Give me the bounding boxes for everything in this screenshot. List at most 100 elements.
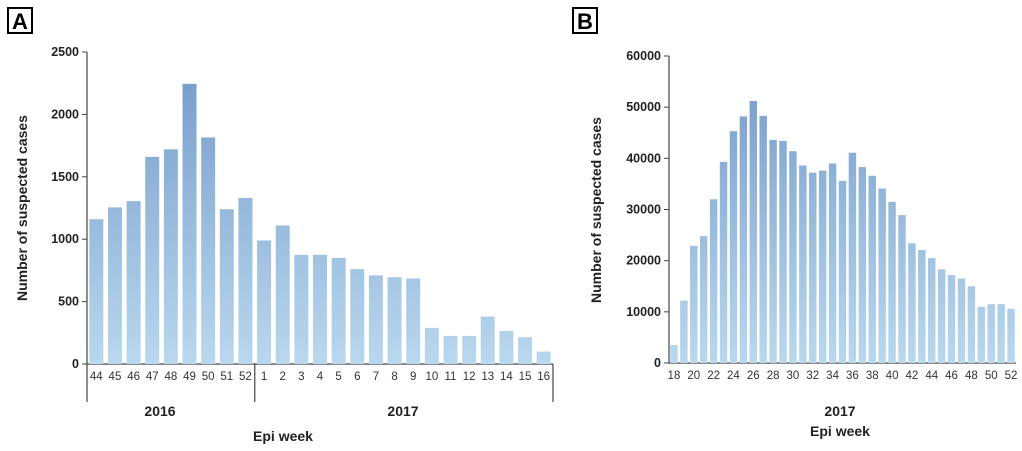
x-tick-label: 7 <box>373 371 379 383</box>
bar-b-week-32 <box>809 172 817 363</box>
group-label-2017-b: 2017 <box>824 403 855 419</box>
bar-b-week-20 <box>690 245 698 363</box>
bar-a-week-45 <box>107 207 122 364</box>
x-tick-label: 9 <box>410 371 416 383</box>
bar-b-week-47 <box>957 278 966 363</box>
x-tick-label: 42 <box>906 370 919 382</box>
bar-b-week-40 <box>888 201 896 363</box>
y-axis-label-b: Number of suspected cases <box>588 117 604 303</box>
y-tick-label: 2000 <box>51 107 79 121</box>
bar-a-week-2 <box>275 225 290 364</box>
y-tick-label: 40000 <box>626 151 661 165</box>
x-tick-label: 20 <box>687 370 700 382</box>
x-tick-label: 48 <box>965 370 978 382</box>
chart-b: 0 10000 20000 30000 40000 50000 60000 18 20 22 24 2… <box>626 49 1017 382</box>
bar-a-week-9 <box>406 278 421 364</box>
x-tick-label: 24 <box>727 370 740 382</box>
bar-a-week-7 <box>368 275 383 364</box>
bar-a-week-47 <box>145 156 160 364</box>
bar-b-week-36 <box>848 152 857 363</box>
x-tick-label: 15 <box>519 371 532 383</box>
bar-a-week-1 <box>257 240 272 364</box>
bar-a-week-4 <box>313 254 327 364</box>
x-tick-label: 44 <box>925 370 938 382</box>
x-tick-label: 49 <box>183 371 196 383</box>
x-tick-label: 12 <box>463 371 476 383</box>
x-tick-label: 50 <box>985 370 998 382</box>
x-tick-label: 10 <box>425 371 438 383</box>
x-tick-label: 28 <box>767 370 780 382</box>
y-tick-label: 1000 <box>51 232 79 246</box>
bar-b-week-39 <box>878 188 886 363</box>
x-tick-label: 14 <box>500 371 513 383</box>
x-tick-label: 8 <box>391 371 397 383</box>
bar-b-week-34 <box>828 163 837 363</box>
bar-b-week-24 <box>729 131 738 363</box>
bar-b-week-37 <box>858 167 867 363</box>
bar-b-week-18 <box>670 345 678 363</box>
y-tick-label: 1500 <box>51 170 79 184</box>
bar-a-week-14 <box>499 330 514 364</box>
bar-b-week-50 <box>987 304 995 363</box>
x-tick-label: 3 <box>298 371 304 383</box>
x-tick-label: 5 <box>335 371 341 383</box>
bar-b-week-44 <box>928 258 936 363</box>
x-tick-label: 36 <box>846 370 859 382</box>
bar-b-week-28 <box>769 139 777 363</box>
y-tick-label: 50000 <box>626 100 661 114</box>
y-tick-label: 0 <box>654 356 661 370</box>
x-tick-label: 46 <box>127 371 140 383</box>
bar-a-week-6 <box>350 269 365 364</box>
bar-b-week-30 <box>789 151 797 363</box>
bar-a-week-11 <box>443 335 458 364</box>
svg-text:A: A <box>12 9 28 34</box>
bar-b-week-49 <box>977 306 986 363</box>
x-tick-label: 4 <box>317 371 324 383</box>
x-tick-label: 16 <box>537 371 550 383</box>
bar-a-week-51 <box>219 209 234 364</box>
x-tick-label: 11 <box>445 371 457 383</box>
x-tick-label: 30 <box>787 370 800 382</box>
x-tick-label: 2 <box>280 371 286 383</box>
bar-b-week-29 <box>779 140 787 363</box>
x-tick-label: 34 <box>826 370 839 382</box>
x-tick-label: 1 <box>261 371 267 383</box>
bar-b-week-27 <box>759 115 767 364</box>
bar-b-week-23 <box>719 161 728 363</box>
bar-b-week-33 <box>818 170 827 363</box>
bar-a-week-5 <box>331 257 346 364</box>
bar-b-week-43 <box>918 249 926 363</box>
bar-b-week-45 <box>937 269 946 363</box>
bar-a-week-46 <box>126 201 141 364</box>
bar-a-week-48 <box>163 149 178 364</box>
bar-a-week-10 <box>424 327 439 364</box>
y-tick-label: 20000 <box>626 254 661 268</box>
y-axis-label-a: Number of suspected cases <box>14 115 30 301</box>
bar-b-week-51 <box>997 304 1005 363</box>
bar-b-week-38 <box>868 175 876 363</box>
x-tick-label: 22 <box>707 370 720 382</box>
x-tick-label: 48 <box>164 371 177 383</box>
bar-b-week-19 <box>680 300 688 363</box>
bar-a-week-12 <box>462 335 477 364</box>
bar-a-week-15 <box>518 337 533 364</box>
bar-b-week-52 <box>1007 308 1015 363</box>
x-tick-label: 38 <box>866 370 879 382</box>
x-axis-label-a: Epi week <box>253 428 313 444</box>
bar-b-week-21 <box>699 236 708 363</box>
group-label-2016: 2016 <box>144 403 175 419</box>
x-tick-label: 40 <box>886 370 899 382</box>
group-label-2017-a: 2017 <box>387 403 418 419</box>
bar-b-week-22 <box>709 199 718 363</box>
bar-b-week-26 <box>749 101 757 363</box>
bar-a-week-3 <box>294 254 309 364</box>
x-tick-label: 50 <box>202 371 215 383</box>
x-tick-label: 51 <box>220 371 233 383</box>
bar-b-week-31 <box>799 165 807 363</box>
x-tick-label: 32 <box>806 370 819 382</box>
bar-a-week-44 <box>89 219 104 364</box>
bar-b-week-42 <box>908 243 916 363</box>
x-tick-label: 52 <box>239 371 252 383</box>
